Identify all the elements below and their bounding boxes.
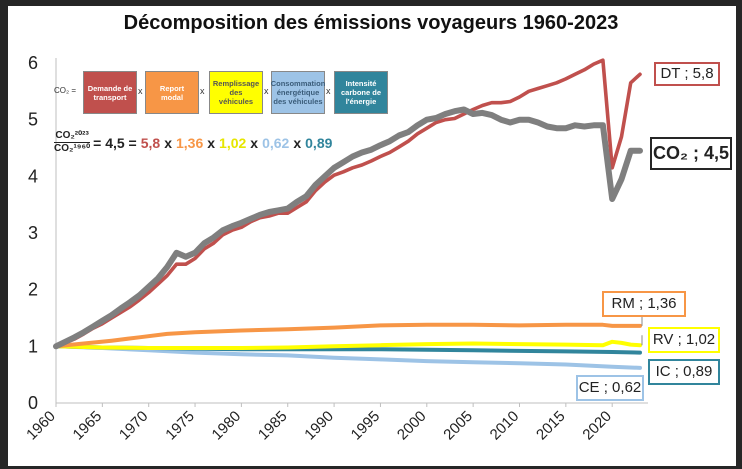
x-tick-label: 1990	[301, 408, 337, 444]
callout-dt: DT ; 5,8	[654, 62, 720, 86]
legend-factor: Report modal	[145, 71, 199, 114]
series-line-rv	[54, 339, 642, 350]
y-tick-label: 6	[28, 53, 38, 73]
legend-factor: Remplissage des véhicules	[209, 71, 263, 114]
series-line-dt	[54, 58, 642, 349]
x-tick-label: 2020	[579, 408, 615, 444]
ratio-denominator: CO₂¹⁹⁶⁰	[54, 143, 91, 154]
x-tick-label: 1995	[348, 408, 384, 444]
y-tick-label: 1	[28, 336, 38, 356]
co2-ratio: CO₂²⁰²³ CO₂¹⁹⁶⁰	[54, 130, 90, 155]
x-tick-label: 1970	[116, 408, 152, 444]
x-tick-label: 1965	[70, 408, 106, 444]
x-tick-label: 1975	[162, 408, 198, 444]
formula-times: x	[293, 134, 302, 151]
legend-co2-label: CO₂ =	[54, 86, 76, 95]
y-tick-label: 2	[28, 280, 38, 300]
callout-ic: IC ; 0,89	[648, 359, 720, 385]
legend-times: x	[264, 86, 269, 96]
x-tick-label: 1960	[23, 408, 59, 444]
y-tick-label: 4	[28, 166, 38, 186]
series-line-co2	[53, 106, 643, 350]
legend-factor: Intensité carbone de l'énergie	[334, 71, 388, 114]
y-tick-label: 0	[28, 393, 38, 413]
x-tick-label: 2000	[394, 408, 430, 444]
y-tick-label: 3	[28, 223, 38, 243]
x-tick-label: 2015	[533, 408, 569, 444]
x-tick-label: 2005	[440, 408, 476, 444]
legend-times: x	[326, 86, 331, 96]
callout-rv: RV ; 1,02	[648, 327, 720, 353]
chart-title: Décomposition des émissions voyageurs 19…	[123, 12, 619, 34]
legend-times: x	[200, 86, 205, 96]
formula-result: = 4,5 =	[93, 134, 137, 151]
legend-factor: Demande de transport	[83, 71, 137, 114]
formula-terms: 5,8 x 1,36 x 1,02 x 0,62 x 0,89	[137, 135, 337, 151]
x-tick-label: 1980	[209, 408, 245, 444]
formula-term: 0,89	[305, 134, 333, 151]
legend-factor: Consommation énergétique des véhicules	[271, 71, 325, 114]
series-line-rm	[54, 322, 642, 349]
formula-term: 0,62	[262, 134, 290, 151]
y-tick-label: 5	[28, 110, 38, 130]
callout-co2: CO₂ ; 4,5	[650, 137, 732, 170]
formula-times: x	[250, 134, 259, 151]
formula-term: 1,02	[219, 134, 247, 151]
ratio-numerator: CO₂²⁰²³	[54, 130, 90, 143]
formula-term: 1,36	[176, 134, 204, 151]
callout-rm: RM ; 1,36	[602, 291, 686, 317]
x-tick-label: 1985	[255, 408, 291, 444]
legend-times: x	[138, 86, 143, 96]
formula-times: x	[207, 134, 216, 151]
decomposition-formula: CO₂²⁰²³ CO₂¹⁹⁶⁰ = 4,5 = 5,8 x 1,36 x 1,02 x 0,…	[54, 130, 336, 155]
formula-term: 5,8	[140, 134, 161, 151]
x-tick-label: 2010	[487, 408, 523, 444]
formula-times: x	[164, 134, 172, 151]
series-line-ce	[54, 344, 642, 370]
callout-ce: CE ; 0,62	[576, 375, 644, 401]
